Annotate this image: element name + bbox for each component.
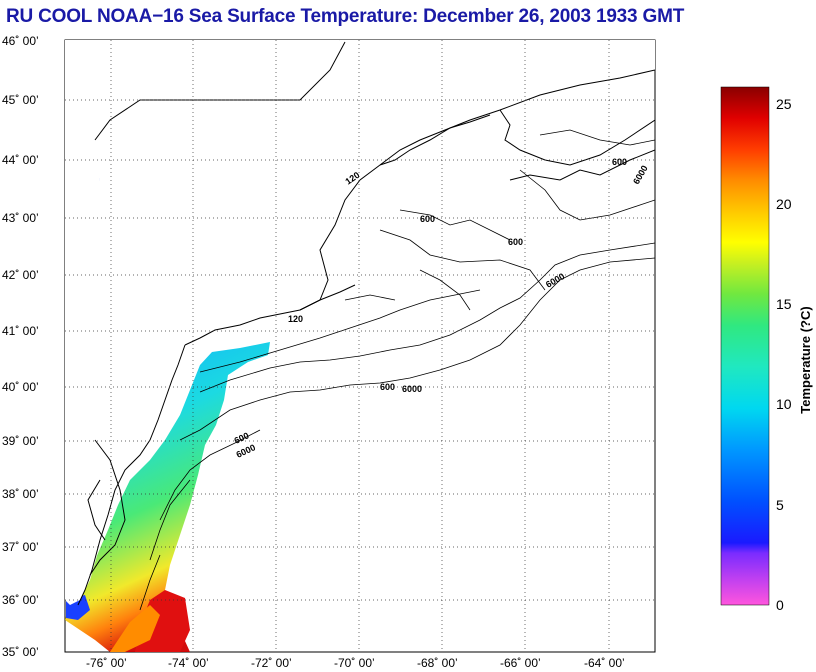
- contour-label-6000-b: 6000: [402, 384, 422, 394]
- lon-label: -68˚ 00’: [417, 656, 458, 670]
- lat-label: 39˚ 00’: [2, 434, 39, 448]
- colorbar-tick: 0: [776, 597, 784, 613]
- lat-label: 36˚ 00’: [2, 593, 39, 607]
- land-mass: [65, 40, 655, 605]
- colorbar-tick: 15: [776, 296, 792, 312]
- lon-label: -64˚ 00’: [584, 656, 625, 670]
- lat-label: 43˚ 00’: [2, 211, 39, 225]
- colorbar-tick: 25: [776, 96, 792, 112]
- contour-label-600: 600: [420, 214, 435, 224]
- contour-label-600-c: 600: [380, 382, 395, 392]
- contour-label-120-b: 120: [288, 314, 303, 324]
- contour-label-600-e: 600: [612, 157, 627, 167]
- lat-label: 35˚ 00’: [2, 645, 39, 659]
- lon-label: -76˚ 00’: [86, 656, 127, 670]
- map-title: RU COOL NOAA−16 Sea Surface Temperature:…: [6, 6, 685, 27]
- lon-label: -70˚ 00’: [334, 656, 375, 670]
- lon-label: -66˚ 00’: [500, 656, 541, 670]
- contour-label-600-b: 600: [508, 237, 523, 247]
- colorbar-gradient: [720, 86, 770, 606]
- lon-label: -72˚ 00’: [251, 656, 292, 670]
- lat-label: 46˚ 00’: [2, 34, 39, 48]
- lat-label: 37˚ 00’: [2, 540, 39, 554]
- colorbar-tick: 10: [776, 396, 792, 412]
- lat-label: 45˚ 00’: [2, 93, 39, 107]
- lon-axis-labels: -76˚ 00’ -74˚ 00’ -72˚ 00’ -70˚ 00’ -68˚…: [86, 656, 625, 670]
- lon-label: -74˚ 00’: [168, 656, 209, 670]
- bathymetry-contours: [139, 129, 655, 611]
- lat-axis-labels: 46˚ 00’ 45˚ 00’ 44˚ 00’ 43˚ 00’ 42˚ 00’ …: [2, 34, 39, 659]
- colorbar-title: Temperature (?C): [798, 306, 813, 413]
- lat-label: 40˚ 00’: [2, 380, 39, 394]
- lat-label: 41˚ 00’: [2, 324, 39, 338]
- lat-label: 42˚ 00’: [2, 268, 39, 282]
- lat-label: 44˚ 00’: [2, 153, 39, 167]
- colorbar-tick: 20: [776, 196, 792, 212]
- colorbar-tick: 5: [776, 497, 784, 513]
- lat-label: 38˚ 00’: [2, 487, 39, 501]
- colorbar: 25 20 15 10 5 0 Temperature (?C): [720, 86, 813, 613]
